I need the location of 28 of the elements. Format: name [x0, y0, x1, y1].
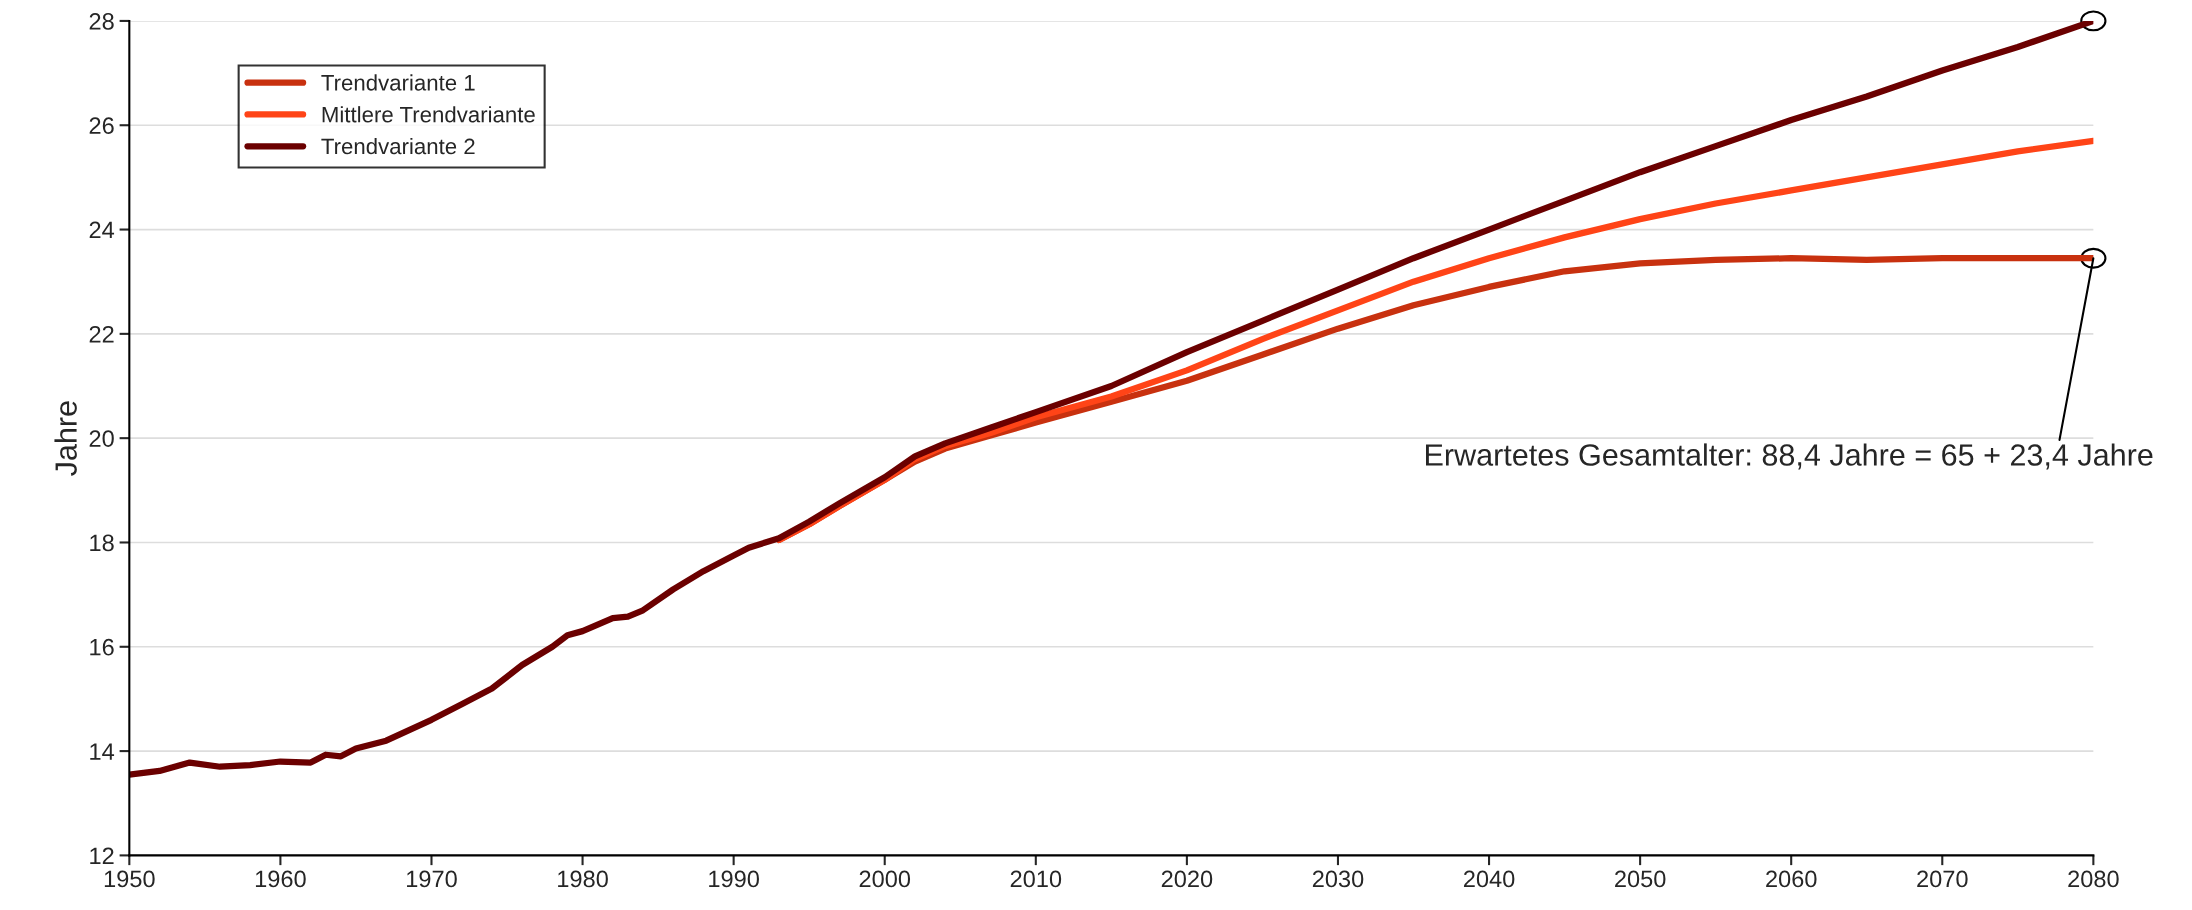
legend-label: Trendvariante 2 — [321, 137, 475, 155]
y-tick-label: 28 — [89, 13, 114, 30]
y-tick-label: 24 — [89, 221, 115, 239]
x-tick-label: 2080 — [2068, 870, 2119, 888]
x-tick-label: 1980 — [558, 870, 608, 888]
x-tick-label: 2030 — [1312, 870, 1364, 888]
x-tick-label: 2060 — [1766, 870, 1817, 888]
annotation: Erwartetes Gesamtalter: 88,4 Jahre = 65 + 23,4 Jahre — [1426, 443, 2153, 470]
x-tick-label: 2070 — [1917, 870, 1968, 888]
x-tick-label: 2020 — [1161, 870, 1213, 888]
y-axis-title: Jahre — [54, 401, 77, 476]
y-tick-label: 18 — [90, 534, 114, 552]
x-tick-label: 1970 — [407, 870, 457, 888]
legend-label: Trendvariante 1 — [321, 74, 475, 91]
y-tick-label: 16 — [90, 638, 114, 656]
legend-label: Mittlere Trendvariante — [322, 106, 535, 123]
y-tick-label: 12 — [90, 847, 114, 864]
x-tick-label: 1960 — [255, 870, 306, 888]
x-tick-label: 2050 — [1615, 870, 1666, 888]
y-tick-label: 14 — [90, 743, 115, 760]
y-tick-label: 20 — [89, 430, 114, 447]
x-tick-label: 2000 — [859, 870, 911, 888]
x-tick-label: 2040 — [1463, 870, 1515, 888]
y-tick-label: 22 — [89, 325, 114, 343]
x-tick-label: 2010 — [1010, 870, 1062, 888]
x-tick-label: 1950 — [104, 870, 155, 888]
y-tick-label: 26 — [89, 117, 114, 135]
x-tick-label: 1990 — [709, 870, 759, 888]
